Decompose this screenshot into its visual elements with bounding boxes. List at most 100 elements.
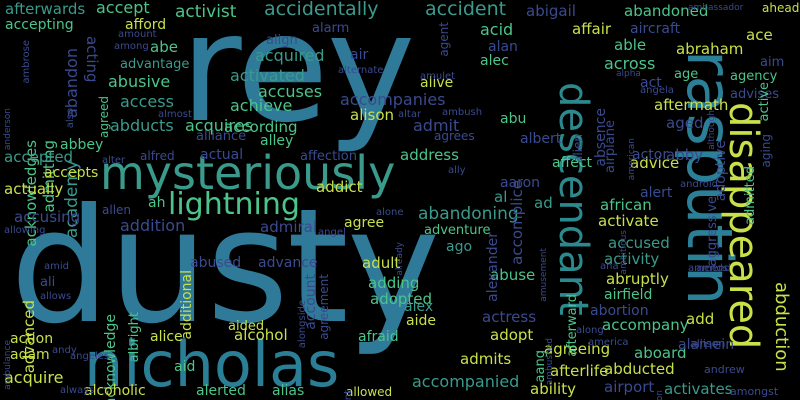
cloud-word: ahead: [762, 1, 800, 15]
cloud-word: andrew: [704, 363, 745, 376]
cloud-word: amend: [696, 263, 731, 274]
cloud-word: advises: [730, 87, 780, 102]
cloud-word: al: [494, 188, 508, 206]
cloud-word: accident: [425, 0, 507, 20]
cloud-word: age: [674, 67, 699, 82]
cloud-word: adam: [10, 347, 50, 363]
cloud-word: always: [60, 385, 95, 396]
cloud-word: dusty: [10, 175, 440, 359]
cloud-word: abandoning: [418, 204, 519, 224]
cloud-word: alpha: [616, 69, 641, 79]
cloud-word: abusive: [108, 72, 171, 91]
cloud-word: although: [707, 110, 717, 150]
cloud-word: aide: [406, 313, 436, 329]
cloud-word: already: [395, 242, 405, 276]
cloud-word: ad: [534, 194, 553, 212]
cloud-word: achieve: [230, 96, 293, 115]
cloud-word: aircraft: [630, 21, 681, 37]
cloud-word: abducted: [604, 360, 675, 378]
cloud-word: along: [576, 325, 604, 336]
cloud-word: across: [604, 54, 656, 73]
cloud-word: abu: [500, 111, 527, 127]
cloud-word: admiral: [260, 218, 318, 236]
cloud-word: addition: [120, 216, 186, 235]
cloud-word: ambulance: [3, 340, 13, 390]
cloud-word: accepts: [44, 165, 99, 181]
cloud-word: accuses: [258, 82, 323, 101]
cloud-word: able: [614, 36, 647, 54]
cloud-word: agrees: [434, 129, 475, 143]
cloud-word: alone: [376, 207, 404, 218]
cloud-word: agree: [344, 215, 385, 231]
cloud-word: abby: [666, 146, 704, 164]
cloud-word: african: [600, 196, 652, 214]
cloud-word: angel: [318, 227, 346, 238]
cloud-word: abuse: [490, 266, 536, 284]
cloud-word: adult: [362, 254, 401, 272]
cloud-word: adopt: [490, 326, 534, 344]
cloud-word: nicholas: [84, 328, 340, 400]
cloud-word: alongside: [297, 300, 308, 349]
cloud-word: aaron: [500, 175, 541, 191]
cloud-word: aboard: [634, 344, 687, 362]
cloud-word: android: [680, 179, 718, 190]
cloud-word: albert: [520, 131, 562, 147]
cloud-word: alien: [571, 134, 585, 164]
cloud-word: accusing: [14, 208, 81, 226]
cloud-word: address: [400, 146, 459, 164]
cloud-word: alamein: [678, 337, 735, 353]
cloud-word: ambushed: [545, 338, 555, 386]
cloud-word: aid: [174, 359, 196, 375]
cloud-word: anderson: [3, 108, 13, 151]
cloud-word: accomplice: [508, 180, 526, 265]
cloud-word: andy: [52, 345, 77, 356]
cloud-word: acid: [480, 20, 514, 39]
cloud-word: adopted: [370, 290, 433, 308]
cloud-word: airplane: [603, 120, 618, 173]
cloud-word: alert: [640, 185, 673, 201]
cloud-word: accompanies: [340, 90, 446, 109]
cloud-word: accused: [608, 234, 670, 252]
cloud-word: allows: [40, 291, 72, 302]
cloud-word: ali: [40, 275, 56, 290]
cloud-word: almost: [158, 109, 192, 120]
cloud-word: allison: [690, 337, 726, 350]
cloud-word: activates: [664, 380, 733, 398]
cloud-word: admit: [413, 116, 460, 135]
cloud-word: allen: [102, 203, 132, 217]
cloud-word: accompanied: [412, 372, 520, 391]
cloud-word: aggressive: [705, 196, 720, 267]
cloud-word: alarm: [312, 21, 350, 36]
cloud-word: alcohol: [234, 326, 288, 344]
cloud-word: allowing: [4, 225, 46, 236]
cloud-word: access: [120, 92, 174, 111]
cloud-word: ago: [446, 239, 473, 255]
cloud-word: alcoholic: [84, 383, 146, 399]
cloud-word: amulet: [420, 71, 456, 82]
cloud-word: allowed: [346, 385, 393, 399]
cloud-word: agreement: [317, 274, 331, 340]
cloud-word: among: [114, 41, 149, 52]
cloud-word: alan: [488, 39, 518, 55]
cloud-word: ambrose: [21, 40, 32, 84]
cloud-word: aftermath: [654, 96, 729, 114]
cloud-word: alliance: [196, 129, 247, 144]
cloud-word: acquired: [255, 46, 325, 65]
cloud-word: abduction: [771, 282, 792, 372]
cloud-word: advance: [258, 255, 318, 271]
cloud-word: alive: [420, 75, 454, 91]
cloud-word: actress: [482, 308, 537, 326]
cloud-word: abigail: [526, 2, 576, 20]
cloud-word: alex: [404, 299, 434, 315]
cloud-word: ambitious: [619, 230, 629, 275]
cloud-word: actual: [200, 147, 244, 163]
cloud-word: accepting: [5, 17, 74, 33]
cloud-word: ah: [148, 195, 166, 211]
cloud-word: act: [640, 75, 662, 91]
cloud-word: amongst: [730, 385, 779, 398]
cloud-word: activist: [175, 2, 237, 22]
cloud-word: alerted: [196, 383, 246, 399]
cloud-word: adventure: [424, 223, 491, 238]
cloud-word: afterwards: [5, 0, 86, 18]
